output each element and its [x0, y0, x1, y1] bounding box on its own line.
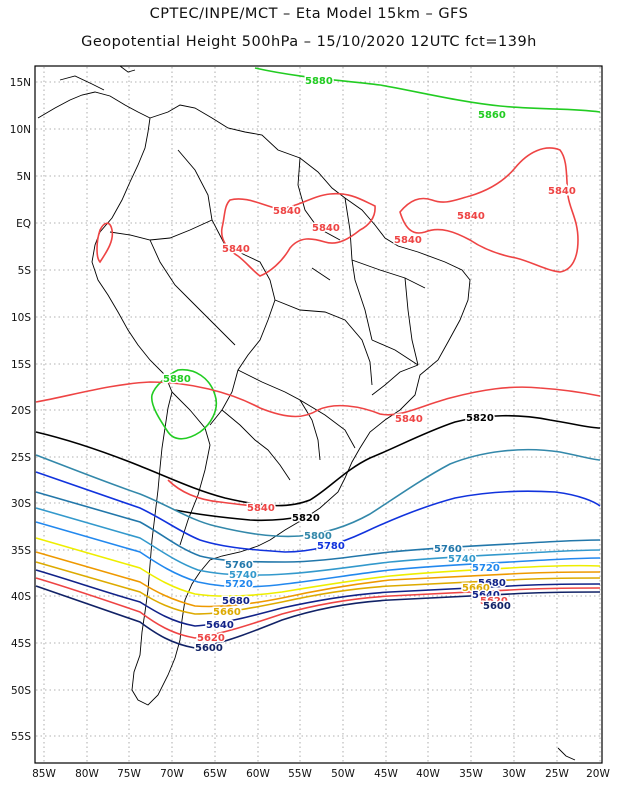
lon-label: 55W [288, 768, 312, 780]
label-5840-d: 5840 [394, 235, 422, 246]
contour-5700 [35, 537, 601, 597]
label-5820-b: 5820 [292, 513, 320, 524]
label-5840-a: 5840 [273, 206, 301, 217]
contour-5840-north [220, 192, 376, 277]
lat-label: 25S [11, 452, 31, 464]
label-5620-a: 5620 [480, 596, 508, 607]
lat-label: 10N [10, 124, 31, 136]
contour-5760 [35, 491, 601, 563]
lat-label: 10S [11, 312, 31, 324]
south-america-coastline [91, 104, 471, 706]
contour-5880-north [254, 67, 601, 113]
lat-label: EQ [16, 218, 31, 230]
contour-5840-north-east [399, 147, 579, 273]
lat-label: 30S [11, 498, 31, 510]
contour-5720 [35, 521, 601, 588]
contour-5680 [35, 551, 601, 608]
lon-label: 75W [117, 768, 141, 780]
label-5600-a: 5600 [483, 601, 511, 612]
label-5600-b: 5600 [195, 643, 223, 654]
lon-label: 65W [203, 768, 227, 780]
map-title-line1: CPTEC/INPE/MCT – Eta Model 15km – GFS [149, 6, 469, 22]
lat-label: 15N [10, 77, 31, 89]
lat-label: 5N [16, 171, 31, 183]
label-5720-a: 5720 [472, 563, 500, 574]
label-5880-n: 5880 [305, 76, 333, 87]
label-5720-b: 5720 [225, 579, 253, 590]
label-5760-a: 5760 [434, 544, 462, 555]
label-5840-b: 5840 [312, 223, 340, 234]
label-5680-a: 5680 [478, 578, 506, 589]
lon-label: 85W [32, 768, 56, 780]
label-5740-b: 5740 [229, 570, 257, 581]
label-5660-a: 5660 [462, 583, 490, 594]
lon-label: 70W [160, 768, 184, 780]
label-5840-e: 5840 [457, 211, 485, 222]
coastlines-borders [37, 65, 576, 761]
contour-5840-west [96, 222, 114, 264]
contour-5640 [35, 569, 601, 627]
lon-label: 30W [502, 768, 526, 780]
lat-label: 50S [11, 685, 31, 697]
lon-label: 35W [459, 768, 483, 780]
label-5740-a: 5740 [448, 554, 476, 565]
label-5840-h: 5840 [247, 503, 275, 514]
lat-label: 45S [11, 638, 31, 650]
label-5800: 5800 [304, 531, 332, 542]
country-borders [109, 149, 373, 546]
label-5860-n: 5860 [478, 110, 506, 121]
lon-label: 25W [545, 768, 569, 780]
label-5640-b: 5640 [206, 620, 234, 631]
label-5680-b: 5680 [222, 596, 250, 607]
height-contours [35, 67, 601, 649]
contour-5660 [35, 561, 601, 615]
label-5820-a: 5820 [466, 413, 494, 424]
contour-5840-south [35, 381, 601, 418]
longitude-labels: 85W 80W 75W 70W 65W 60W 55W 50W 45W 40W … [32, 768, 610, 780]
label-5640-a: 5640 [472, 590, 500, 601]
map-frame [34, 65, 603, 764]
latitude-labels: 15N 10N 5N EQ 5S 10S 15S 20S 25S 30S 35S… [10, 77, 32, 743]
contour-5620 [35, 577, 601, 639]
label-5620-b: 5620 [197, 633, 225, 644]
label-5660-b: 5660 [213, 607, 241, 618]
contour-5600 [35, 585, 601, 649]
lon-label: 40W [416, 768, 440, 780]
map-title-line2: Geopotential Height 500hPa – 15/10/2020 … [81, 34, 537, 50]
lon-label: 45W [374, 768, 398, 780]
lon-label: 20W [586, 768, 610, 780]
contour-labels: 5880 5860 5880 5840 5840 5840 5840 5840 … [162, 75, 578, 656]
label-5840-g: 5840 [395, 414, 423, 425]
label-5840-c: 5840 [222, 244, 250, 255]
lon-label: 50W [331, 768, 355, 780]
contour-5740 [35, 507, 601, 576]
lat-label: 40S [11, 591, 31, 603]
lon-label: 80W [75, 768, 99, 780]
lat-label: 35S [11, 545, 31, 557]
lat-label: 55S [11, 731, 31, 743]
label-5880-s: 5880 [163, 374, 191, 385]
label-5760-b: 5760 [225, 560, 253, 571]
lat-label: 15S [11, 359, 31, 371]
label-5780: 5780 [317, 541, 345, 552]
lon-label: 60W [246, 768, 270, 780]
lat-label: 5S [18, 265, 32, 277]
contour-5820 [35, 414, 601, 507]
contour-5780 [35, 471, 601, 553]
label-5840-f: 5840 [548, 186, 576, 197]
lat-label: 20S [11, 405, 31, 417]
contour-5800 [35, 448, 601, 538]
